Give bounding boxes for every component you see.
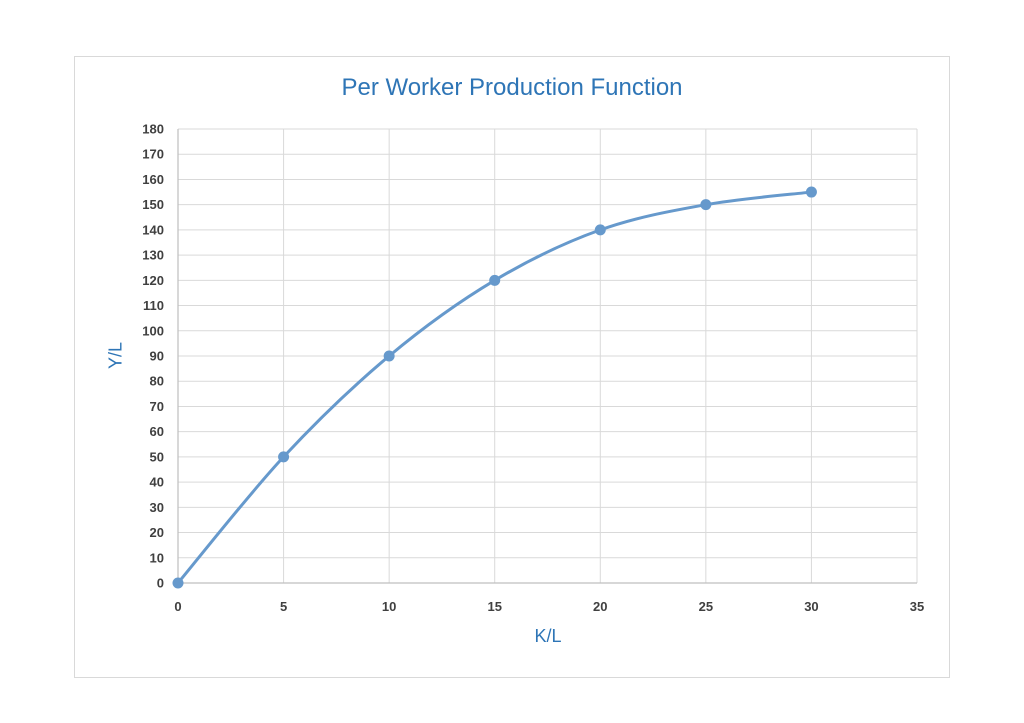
data-point	[805, 186, 817, 198]
y-tick-label: 150	[142, 197, 164, 212]
x-tick-label: 5	[280, 599, 287, 614]
chart-frame	[74, 56, 950, 678]
y-tick-label: 0	[157, 576, 164, 591]
data-series	[172, 186, 817, 589]
y-tick-label: 80	[150, 374, 164, 389]
data-point	[594, 224, 606, 236]
y-tick-label: 140	[142, 222, 164, 237]
y-tick-label: 20	[150, 525, 164, 540]
grid-lines	[178, 128, 918, 583]
chart-title: Per Worker Production Function	[341, 74, 683, 101]
x-tick-label: 0	[174, 599, 181, 614]
y-tick-label: 40	[150, 475, 164, 490]
x-tick-label: 35	[910, 599, 924, 614]
x-tick-label: 25	[699, 599, 713, 614]
y-tick-label: 110	[143, 298, 164, 313]
data-point	[383, 350, 395, 362]
y-tick-label: 130	[142, 248, 164, 263]
y-tick-label: 50	[150, 449, 164, 464]
x-tick-label: 10	[382, 599, 396, 614]
tick-labels: 0102030405060708090100110120130140150160…	[142, 122, 924, 615]
y-tick-label: 170	[142, 147, 164, 162]
y-tick-label: 30	[150, 500, 164, 515]
data-point	[489, 274, 501, 286]
y-tick-label: 70	[150, 399, 164, 414]
x-tick-label: 15	[487, 599, 501, 614]
data-point	[278, 451, 290, 463]
x-tick-label: 20	[593, 599, 607, 614]
y-tick-label: 10	[150, 550, 164, 565]
y-tick-label: 120	[142, 273, 164, 288]
y-tick-label: 90	[150, 349, 164, 364]
x-axis-title: K/L	[534, 626, 562, 646]
axes	[177, 129, 917, 584]
y-tick-label: 160	[142, 172, 164, 187]
y-tick-label: 180	[142, 122, 164, 137]
data-point	[172, 577, 184, 589]
data-point	[700, 199, 712, 211]
y-tick-label: 60	[150, 424, 164, 439]
y-tick-label: 100	[142, 323, 164, 338]
x-tick-label: 30	[804, 599, 818, 614]
